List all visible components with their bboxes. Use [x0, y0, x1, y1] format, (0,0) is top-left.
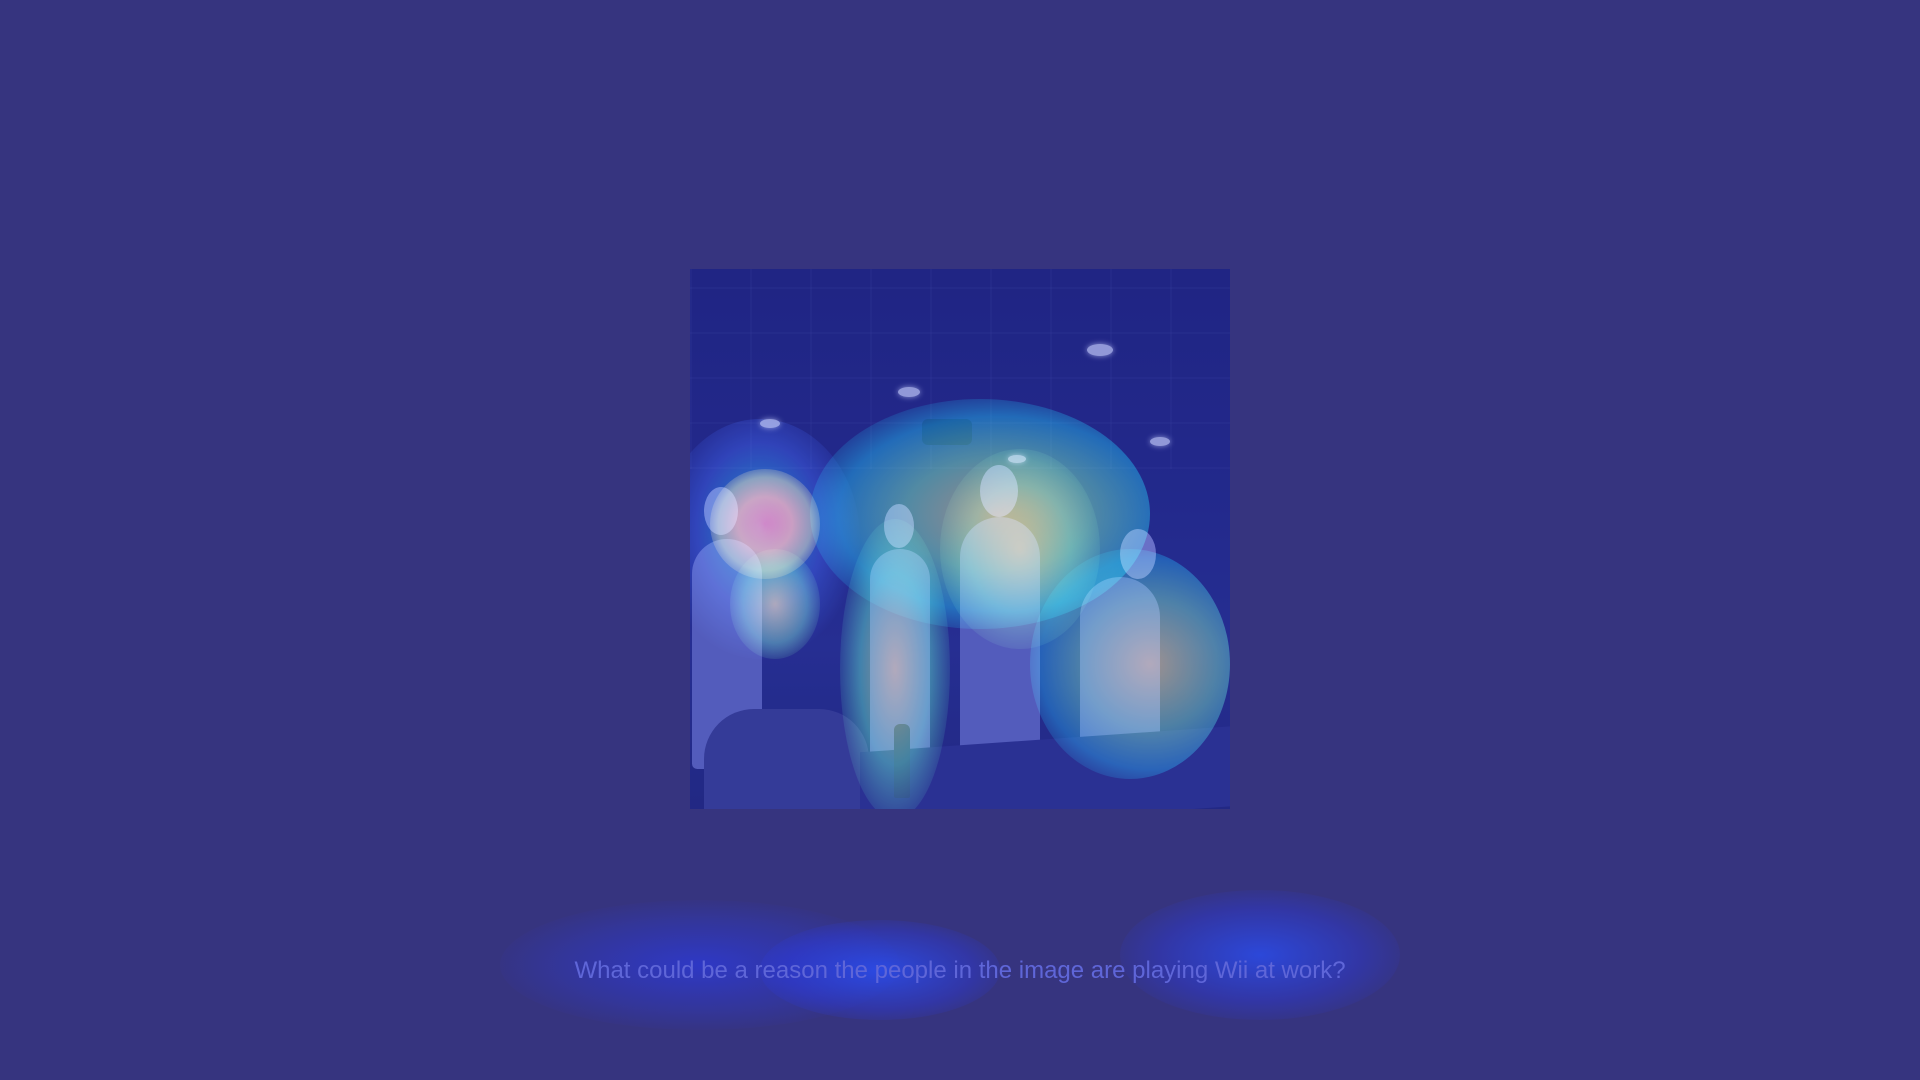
photo-tint: [690, 269, 1230, 809]
caption-attention-right: [1120, 890, 1400, 1020]
ceiling-light: [1087, 344, 1113, 356]
ceiling-light: [898, 387, 920, 397]
attention-heatmap-photo: [690, 269, 1230, 809]
ceiling-light: [1150, 437, 1170, 446]
question-caption: What could be a reason the people in the…: [574, 957, 1346, 984]
